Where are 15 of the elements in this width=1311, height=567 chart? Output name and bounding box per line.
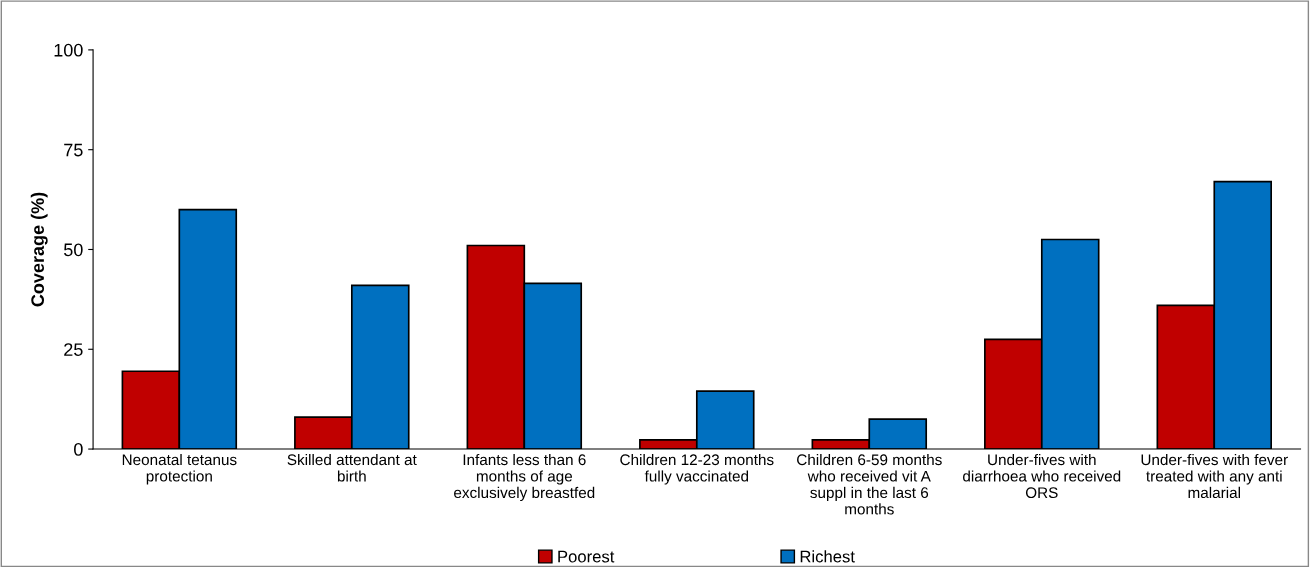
y-tick-label: 75	[64, 143, 83, 157]
x-tick-label: Children 12-23 months fully vaccinated	[620, 453, 774, 485]
x-tick-label: Under-fives with fever treated with any anti malarial	[1141, 453, 1288, 499]
x-tick-label: Children 6-59 months who received vit A suppl in the last 6 months	[797, 453, 942, 515]
y-tick-label: 0	[74, 443, 83, 456]
y-tick-label: 100	[54, 43, 83, 57]
legend-label: Richest	[800, 550, 855, 563]
x-tick-label: Skilled attendant at birth	[287, 453, 417, 482]
y-tick-label: 50	[64, 243, 83, 257]
x-tick-label: Neonatal tetanus protection	[122, 453, 237, 485]
x-tick-label: Under-fives with diarrhoea who received ORS	[963, 453, 1121, 499]
x-tick-label: Infants less than 6 months of age exclusively breastfed	[454, 453, 595, 502]
legend-label: Poorest	[558, 550, 615, 563]
y-tick-label: 25	[64, 343, 83, 356]
y-axis-title: Coverage (%)	[30, 192, 48, 307]
